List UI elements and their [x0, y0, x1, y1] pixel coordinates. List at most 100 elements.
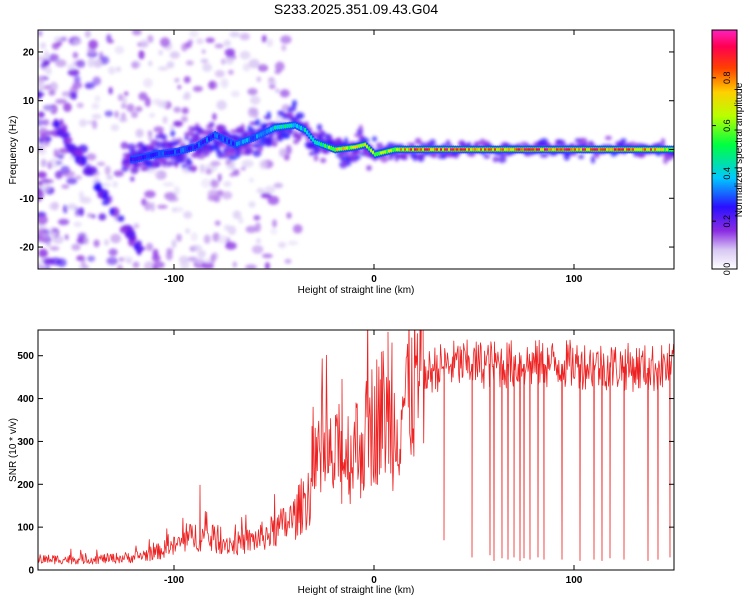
ridge-halo	[388, 155, 394, 161]
noise-blob	[153, 126, 164, 133]
ridge-peak	[580, 148, 583, 151]
ridge-band-mid	[158, 151, 161, 157]
noise-blob	[138, 50, 145, 60]
ridge-peak	[468, 148, 471, 151]
noise-blob	[185, 60, 194, 66]
noise-blob	[69, 92, 77, 100]
noise-blob	[173, 185, 180, 196]
ridge-peak	[578, 148, 581, 151]
figure-title: S233.2025.351.09.43.G04	[274, 1, 438, 17]
noise-blob	[74, 175, 83, 180]
ridge-peak	[530, 148, 533, 151]
streak-blob	[104, 196, 111, 202]
y-tick-label: 0	[28, 145, 34, 156]
noise-blob	[104, 110, 114, 117]
ridge-band-mid	[250, 136, 253, 141]
noise-blob	[112, 181, 118, 188]
ridge-halo	[539, 153, 549, 158]
ridge-halo	[414, 137, 422, 145]
ridge-band-mid	[232, 141, 235, 146]
ridge-halo	[268, 136, 273, 142]
streak-blob	[119, 226, 129, 234]
ridge-halo	[208, 121, 215, 127]
noise-blob	[197, 250, 207, 258]
ridge-halo	[187, 159, 192, 165]
x-tick-label: -100	[164, 575, 184, 586]
spectrogram-marks	[38, 30, 674, 269]
ridge-peak	[402, 148, 405, 151]
ridge-band-mid	[348, 145, 351, 150]
ridge-peak	[380, 151, 383, 155]
noise-blob	[169, 124, 175, 131]
ridge-peak	[408, 148, 411, 151]
noise-blob	[245, 264, 257, 269]
ridge-peak	[632, 148, 635, 151]
ridge-peak	[594, 148, 597, 151]
colorbar-tick-label: 0.0	[722, 263, 732, 276]
ridge-peak	[556, 148, 559, 151]
ridge-band-mid	[182, 147, 185, 153]
ridge-band-mid	[190, 145, 193, 151]
ridge-halo	[138, 141, 144, 148]
noise-blob	[225, 57, 234, 65]
ridge-peak	[512, 148, 515, 151]
colorbar-gradient	[711, 29, 738, 270]
ridge-band-mid	[264, 130, 267, 135]
noise-blob	[108, 86, 113, 95]
noise-blob	[232, 261, 237, 268]
noise-blob	[225, 241, 237, 250]
ridge-band-mid	[310, 135, 313, 140]
noise-blob	[267, 195, 280, 205]
noise-blob	[157, 204, 168, 209]
noise-blob	[38, 171, 47, 179]
noise-blob	[241, 159, 254, 168]
ridge-peak	[554, 148, 557, 151]
noise-blob	[38, 86, 44, 92]
ridge-peak	[540, 148, 543, 151]
noise-blob	[55, 160, 63, 166]
ridge-halo	[292, 132, 297, 139]
ridge-band-mid	[134, 157, 137, 162]
ridge-peak	[356, 145, 359, 148]
ridge-band-mid	[298, 124, 301, 130]
ridge-halo	[498, 155, 507, 164]
noise-blob	[135, 128, 144, 138]
noise-blob	[143, 261, 155, 269]
noise-blob	[62, 204, 68, 214]
ridge-peak	[566, 148, 569, 151]
noise-blob	[171, 207, 177, 213]
noise-blob	[239, 50, 251, 60]
ridge-band-mid	[144, 154, 147, 159]
noise-blob	[133, 223, 140, 229]
noise-blob	[272, 219, 277, 228]
noise-blob	[248, 107, 258, 115]
ridge-band-mid	[664, 147, 667, 152]
noise-blob	[284, 258, 292, 264]
ridge-peak	[666, 148, 669, 151]
ridge-halo	[130, 165, 139, 174]
y-tick-label: 10	[23, 96, 35, 107]
ridge-band-mid	[312, 137, 315, 142]
noise-blob	[151, 254, 161, 262]
ridge-peak	[658, 148, 661, 151]
noise-blob	[207, 80, 218, 90]
noise-blob	[93, 59, 102, 68]
ridge-band-mid	[162, 151, 165, 156]
ridge-peak	[396, 148, 399, 151]
noise-blob	[126, 103, 135, 113]
ridge-band-mid	[168, 150, 171, 155]
streak-blob	[66, 145, 76, 153]
ridge-peak	[404, 148, 407, 151]
noise-blob	[253, 215, 261, 221]
y-tick-label: -20	[20, 243, 35, 254]
ridge-halo	[589, 140, 593, 147]
noise-blob	[287, 240, 299, 246]
ridge-band-mid	[228, 139, 231, 144]
colorbar-tick-label: 0.2	[722, 215, 732, 228]
noise-blob	[157, 66, 169, 71]
noise-blob	[73, 75, 81, 84]
noise-blob	[159, 37, 171, 48]
ridge-peak	[532, 148, 535, 151]
ridge-band-mid	[216, 133, 219, 138]
noise-blob	[188, 39, 193, 45]
